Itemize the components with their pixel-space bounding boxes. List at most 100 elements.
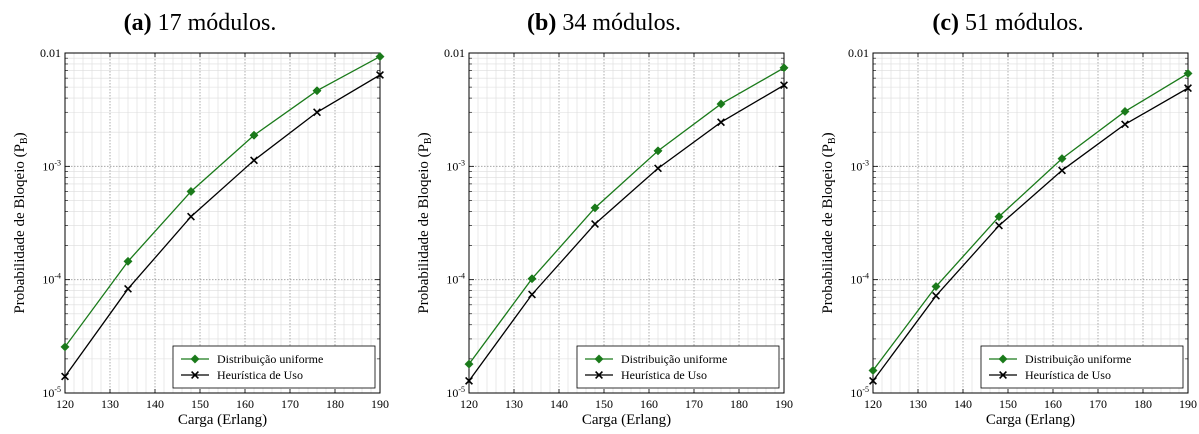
y-tick-base: 10 — [42, 273, 54, 287]
data-point — [1183, 68, 1193, 79]
data-point — [124, 284, 132, 293]
y-tick-base: 10 — [446, 386, 458, 400]
subplot-a: (a) 17 módulos. 120 130 140 150 160 170 180 190 1… — [0, 0, 400, 434]
x-axis-label: Carga (Erlang) — [582, 412, 671, 428]
legend-marker — [191, 371, 199, 379]
y-tick-exponent: -4 — [54, 272, 61, 281]
x-tick-label: 190 — [775, 397, 793, 411]
chart-a-svg: (a) 17 módulos. 120 130 140 150 160 170 180 190 1… — [12, 10, 389, 428]
chart-b-svg: (b) 34 módulos. 120 130 140 150 160 170 180 190 1… — [416, 10, 793, 428]
series-distribuicao-uniforme — [868, 68, 1193, 376]
data-point — [1184, 84, 1192, 93]
plot-frame — [64, 52, 381, 394]
data-point — [313, 108, 321, 117]
data-point — [931, 281, 941, 292]
subplot-c: (c) 51 módulos. 120 130 140 150 160 170 180 190 1… — [808, 0, 1199, 434]
data-point — [465, 376, 473, 385]
data-point — [250, 156, 258, 165]
series-heuristica-de-uso — [61, 71, 384, 381]
x-tick-label: 180 — [1134, 397, 1152, 411]
y-axis-label: Probabilidade de Bloqeio (PB) — [416, 132, 434, 313]
legend-label: Distribuição uniforme — [1025, 352, 1131, 366]
y-axis-label-main: Probabilidade de Bloqeio (P — [820, 144, 836, 314]
data-point — [591, 220, 599, 228]
x-tick-label: 150 — [191, 397, 209, 411]
y-tick-base: 10 — [850, 273, 862, 287]
y-axis-label-sub: B — [19, 137, 30, 144]
chart-title-text: 34 módulos. — [562, 10, 681, 36]
legend-marker — [594, 354, 604, 364]
x-tick-label: 120 — [864, 397, 882, 411]
x-tick-label: 130 — [909, 397, 927, 411]
data-point — [249, 130, 259, 140]
panel-label: (b) — [527, 10, 556, 36]
series-heuristica-de-uso — [465, 81, 788, 385]
legend-label: Distribuição uniforme — [217, 352, 323, 366]
x-tick-label: 180 — [730, 397, 748, 411]
y-tick-base: 0.01 — [40, 46, 61, 60]
data-point — [779, 63, 789, 73]
y-tick-exponent: -3 — [862, 158, 869, 167]
data-point — [60, 342, 70, 352]
data-point — [312, 86, 322, 96]
legend: Distribuição uniforme Heurística de Uso — [576, 345, 780, 389]
legend-label: Heurística de Uso — [217, 368, 303, 382]
data-point — [590, 203, 600, 213]
x-tick-label: 160 — [640, 397, 658, 411]
data-point — [653, 146, 663, 156]
legend-box — [172, 345, 376, 389]
data-point — [995, 221, 1003, 230]
x-tick-label: 130 — [101, 397, 119, 411]
series-line — [873, 87, 1188, 382]
y-axis-label: Probabilidade de Bloqeio (PB) — [820, 132, 838, 313]
data-point — [717, 118, 725, 127]
data-point — [716, 99, 726, 109]
y-tick-exponent: -3 — [458, 158, 465, 167]
y-tick-label: 10-4 — [42, 272, 61, 287]
data-point — [1120, 106, 1130, 116]
x-tick-label: 150 — [595, 397, 613, 411]
chart-title-text: 51 módulos. — [965, 10, 1084, 36]
chart-title-text: 17 módulos. — [158, 10, 277, 36]
data-point — [868, 365, 878, 376]
data-point — [375, 52, 385, 62]
data-point — [376, 71, 384, 79]
y-tick-exponent: -4 — [862, 272, 869, 281]
y-tick-base: 0.01 — [848, 46, 869, 60]
y-axis-label-close: ) — [416, 132, 432, 137]
data-point — [464, 359, 474, 369]
data-point — [994, 212, 1004, 222]
y-axis-label-sub: B — [423, 137, 434, 144]
y-axis-label-main: Probabilidade de Bloqeio (P — [416, 144, 432, 314]
y-tick-label: 0.01 — [848, 46, 869, 60]
plot-area — [469, 53, 784, 393]
y-tick-label: 10-3 — [850, 158, 869, 173]
y-tick-label: 0.01 — [40, 46, 61, 60]
y-tick-label: 10-3 — [446, 158, 465, 173]
plot-area — [65, 53, 380, 393]
series-distribuicao-uniforme — [464, 63, 789, 369]
subplot-b: (b) 34 módulos. 120 130 140 150 160 170 180 190 1… — [404, 0, 804, 434]
y-axis-label: Probabilidade de Bloqeio (PB) — [12, 132, 30, 313]
x-tick-label: 150 — [999, 397, 1017, 411]
data-point — [1057, 154, 1067, 164]
y-tick-label: 10-5 — [42, 385, 61, 400]
y-tick-label: 10-5 — [850, 385, 869, 400]
y-tick-label: 10-4 — [850, 272, 869, 287]
series-distribuicao-uniforme — [60, 52, 385, 352]
x-tick-label: 140 — [146, 397, 164, 411]
y-tick-exponent: -5 — [458, 385, 465, 394]
plot-frame — [872, 52, 1189, 394]
data-point — [186, 186, 196, 197]
y-axis-label-close: ) — [12, 132, 28, 137]
legend: Distribuição uniforme Heurística de Uso — [980, 345, 1184, 389]
y-tick-base: 10 — [42, 386, 54, 400]
x-tick-label: 140 — [550, 397, 568, 411]
series-line — [469, 67, 784, 365]
series-line — [65, 74, 380, 377]
legend-label: Heurística de Uso — [1025, 368, 1111, 382]
data-point — [780, 81, 788, 90]
plot-area — [873, 53, 1188, 393]
series-line — [873, 72, 1188, 371]
